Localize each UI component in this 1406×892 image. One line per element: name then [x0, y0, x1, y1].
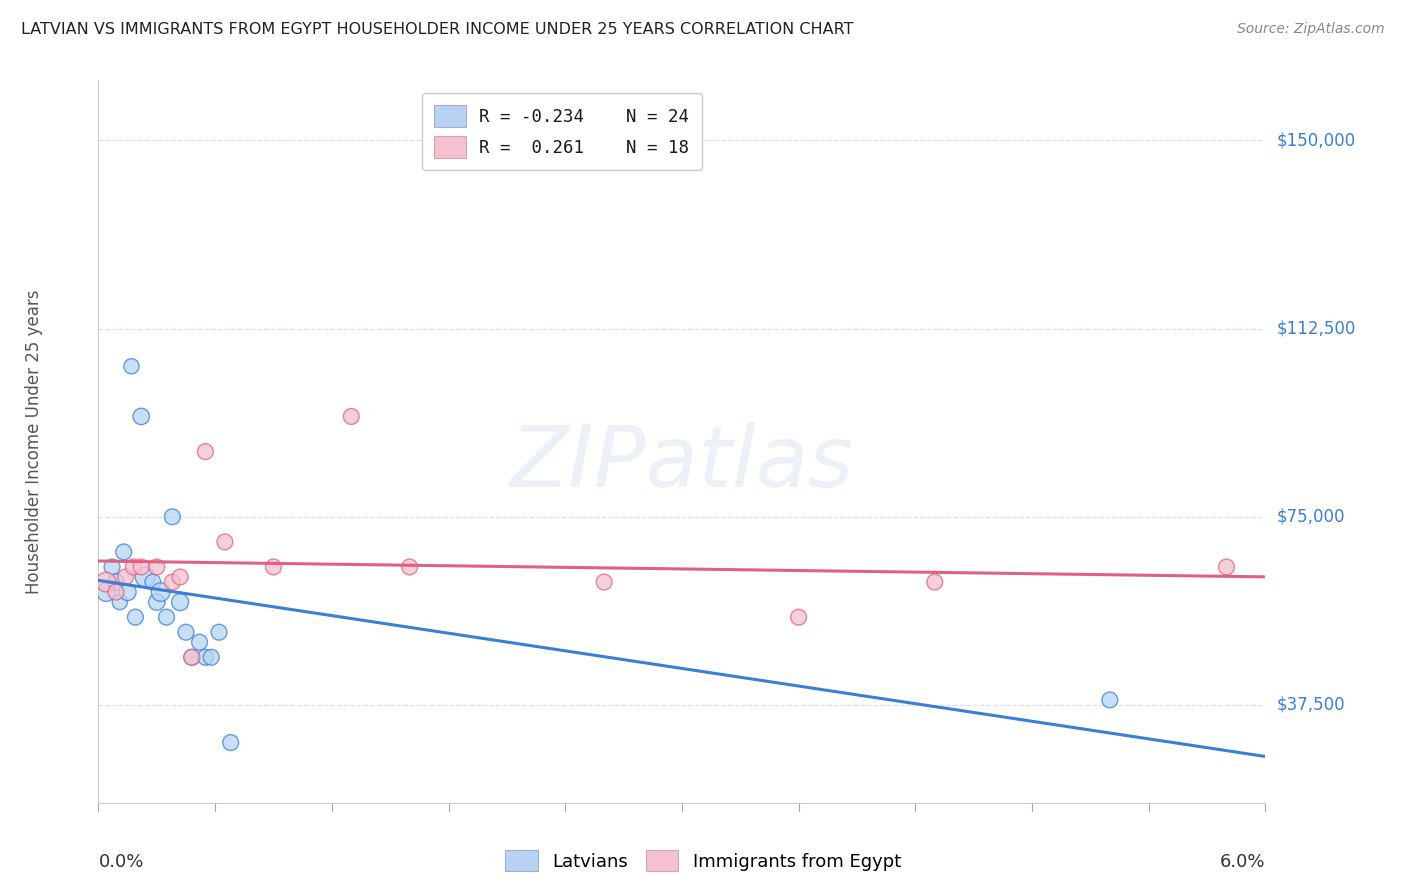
Point: [174, 625, 197, 640]
Point: [114, 570, 136, 584]
Point: [219, 735, 242, 749]
Point: [787, 610, 810, 624]
Point: [169, 570, 191, 584]
Point: [194, 650, 217, 665]
Point: [208, 625, 231, 640]
Point: [104, 574, 127, 589]
Point: [180, 650, 202, 665]
Point: [1215, 560, 1237, 574]
Text: ZIPatlas: ZIPatlas: [510, 422, 853, 505]
Point: [104, 585, 127, 599]
Point: [108, 595, 131, 609]
Point: [188, 635, 211, 649]
Point: [146, 560, 169, 574]
Text: 6.0%: 6.0%: [1220, 854, 1265, 871]
Point: [124, 610, 146, 624]
Point: [122, 560, 145, 574]
Point: [121, 359, 143, 374]
Point: [96, 574, 118, 589]
Point: [593, 574, 616, 589]
Point: [129, 560, 152, 574]
Point: [194, 444, 217, 458]
Text: 0.0%: 0.0%: [98, 854, 143, 871]
Point: [262, 560, 284, 574]
Text: $150,000: $150,000: [1277, 131, 1355, 150]
Legend: Latvians, Immigrants from Egypt: Latvians, Immigrants from Egypt: [498, 843, 908, 879]
Text: Householder Income Under 25 years: Householder Income Under 25 years: [25, 289, 44, 594]
Point: [924, 574, 946, 589]
Point: [200, 650, 222, 665]
Point: [398, 560, 420, 574]
Point: [162, 574, 184, 589]
Text: LATVIAN VS IMMIGRANTS FROM EGYPT HOUSEHOLDER INCOME UNDER 25 YEARS CORRELATION C: LATVIAN VS IMMIGRANTS FROM EGYPT HOUSEHO…: [21, 22, 853, 37]
Text: $112,500: $112,500: [1277, 319, 1355, 338]
Point: [149, 585, 172, 599]
Point: [1098, 693, 1121, 707]
Point: [112, 545, 135, 559]
Point: [180, 650, 202, 665]
Point: [117, 585, 139, 599]
Point: [101, 560, 124, 574]
Point: [134, 570, 156, 584]
Point: [155, 610, 177, 624]
Legend: R = -0.234    N = 24, R =  0.261    N = 18: R = -0.234 N = 24, R = 0.261 N = 18: [422, 93, 702, 170]
Text: Source: ZipAtlas.com: Source: ZipAtlas.com: [1237, 22, 1385, 37]
Point: [142, 574, 165, 589]
Point: [169, 595, 191, 609]
Point: [214, 534, 236, 549]
Point: [162, 509, 184, 524]
Text: $75,000: $75,000: [1277, 508, 1346, 525]
Point: [146, 595, 169, 609]
Point: [340, 409, 363, 424]
Point: [96, 585, 118, 599]
Point: [129, 409, 152, 424]
Text: $37,500: $37,500: [1277, 696, 1346, 714]
